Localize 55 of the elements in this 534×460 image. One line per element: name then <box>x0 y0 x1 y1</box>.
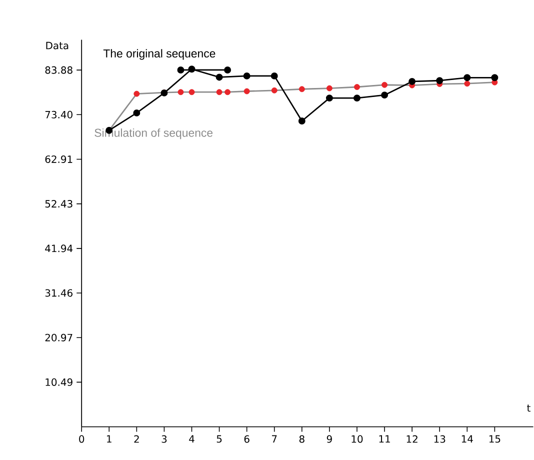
point <box>354 94 360 102</box>
x-tick-label: 11 <box>379 435 390 443</box>
y-tick-label: 83.88 <box>45 66 72 74</box>
y-axis-title: Data <box>46 42 68 50</box>
x-tick-label: 15 <box>489 435 500 443</box>
point <box>243 72 250 80</box>
point <box>188 89 195 96</box>
x-tick-label: 10 <box>352 435 363 443</box>
point <box>244 88 250 94</box>
point <box>491 74 498 82</box>
x-tick-label: 8 <box>299 435 304 443</box>
point <box>270 72 278 80</box>
point <box>216 89 222 96</box>
x-tick-label: 14 <box>462 435 473 443</box>
point <box>133 110 140 117</box>
point <box>381 92 388 99</box>
x-tick-label: 0 <box>79 435 84 443</box>
series-label: The original sequence <box>103 49 216 60</box>
x-tick-label: 6 <box>244 435 250 443</box>
point <box>216 74 223 81</box>
point <box>326 94 333 102</box>
x-tick-label: 2 <box>134 435 139 443</box>
x-tick-label: 13 <box>434 435 446 443</box>
x-axis-title: t <box>527 404 530 412</box>
point <box>464 80 470 87</box>
y-tick-label: 31.46 <box>45 289 72 297</box>
x-tick-label: 7 <box>272 435 277 443</box>
point <box>326 85 332 92</box>
point <box>271 88 278 94</box>
x-tick-label: 1 <box>107 435 112 443</box>
series-label: Simulation of sequence <box>94 128 213 140</box>
y-tick-label: 62.91 <box>45 156 72 164</box>
point <box>464 74 471 82</box>
point <box>224 66 232 74</box>
point <box>177 66 184 74</box>
point <box>354 84 360 90</box>
point <box>134 91 140 97</box>
point <box>298 86 305 92</box>
x-tick-label: 5 <box>216 435 222 443</box>
y-tick-label: 41.94 <box>45 244 73 252</box>
point <box>408 78 416 86</box>
x-tick-label: 4 <box>189 435 194 443</box>
x-tick-label: 12 <box>406 435 418 443</box>
y-tick-label: 52.43 <box>45 200 72 208</box>
point <box>178 89 184 96</box>
point <box>382 82 388 88</box>
x-tick-label: 3 <box>162 435 167 443</box>
point <box>188 66 196 73</box>
y-tick-label: 73.40 <box>45 111 72 119</box>
x-tick-label: 9 <box>326 435 332 443</box>
point <box>298 118 306 125</box>
y-tick-label: 10.49 <box>46 378 72 386</box>
point <box>224 89 231 96</box>
point <box>436 77 444 84</box>
y-tick-label: 20.97 <box>45 334 72 342</box>
